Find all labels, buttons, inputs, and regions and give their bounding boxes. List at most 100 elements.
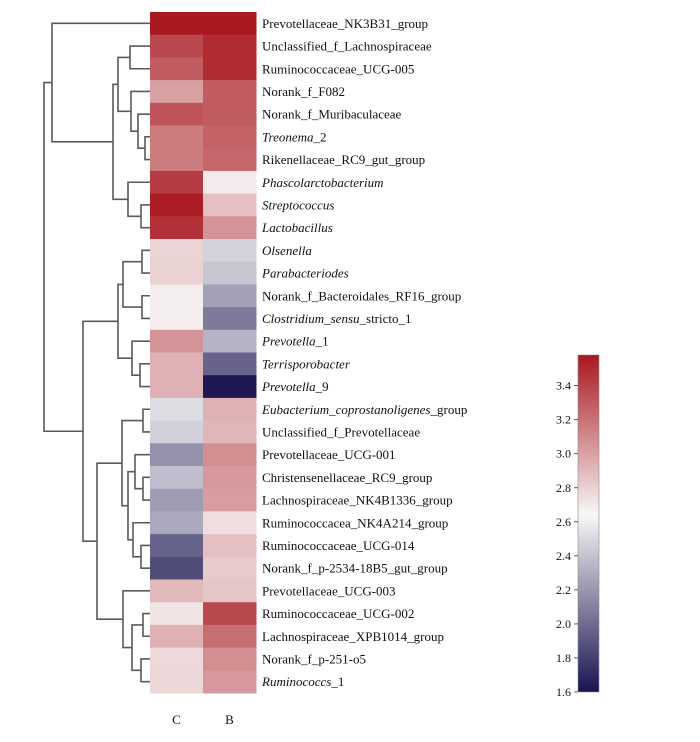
color-scale-tick-label: 2.8	[556, 481, 571, 495]
dendrogram-branch	[142, 408, 150, 433]
color-scale-gradient	[577, 354, 600, 693]
row-label: Phascolarctobacterium	[261, 175, 384, 190]
heatmap-cell-C-13	[150, 284, 204, 308]
row-labels: Prevotellaceae_NK3B31_group Unclassified_…	[261, 16, 467, 689]
heatmap-cell-C-2	[150, 34, 204, 58]
row-label: Norank_f_Bacteroidales_RF16_group	[262, 288, 461, 303]
dendrogram-branch	[127, 470, 135, 541]
row-label: Parabacteriodes	[261, 266, 349, 281]
dendrogram-branch	[130, 90, 150, 132]
dendrogram-branch	[140, 544, 150, 569]
row-label: Prevotella_1	[261, 334, 329, 349]
dendrogram-branch	[96, 462, 123, 621]
row-label: Streptococcus	[262, 197, 334, 212]
heatmap-cell-C-6	[150, 125, 204, 149]
dendrogram-branch	[122, 260, 142, 308]
row-label: Norank_f_F082	[262, 84, 345, 99]
color-scale-tick-label: 3.4	[556, 379, 571, 393]
heatmap-cell-C-3	[150, 57, 204, 81]
heatmap-cell-B-8	[203, 170, 257, 195]
dendrogram-branch	[129, 45, 150, 70]
dendrogram-branch	[127, 181, 150, 218]
row-label: Ruminococcaceae_UCG-002	[262, 606, 414, 621]
heatmap-cell-B-4	[203, 80, 257, 104]
heatmap-cell-C-19	[150, 420, 204, 444]
heatmap-cell-B-28	[203, 624, 257, 649]
heatmap-cell-B-17	[203, 375, 257, 399]
heatmap-cell-B-22	[203, 488, 257, 512]
row-label: Unclassified_f_Lachnospiraceae	[262, 39, 432, 54]
dendrogram-branch	[142, 612, 150, 638]
heatmap-cell-C-22	[150, 488, 204, 512]
heatmap-cells	[150, 12, 257, 694]
dendrogram-branch	[82, 320, 118, 542]
dendrogram-branch	[112, 83, 128, 201]
heatmap-cell-C-26	[150, 579, 204, 603]
dendrogram-branch	[117, 56, 131, 113]
heatmap-cell-B-9	[203, 193, 257, 217]
row-label: Lachnospiraceae_NK4B1336_group	[262, 493, 453, 508]
row-label: Prevotellaceae_NK3B31_group	[262, 16, 428, 31]
heatmap-cell-C-15	[150, 329, 204, 353]
row-label: Ruminococcacea_NK4A214_group	[262, 515, 448, 530]
heatmap-cell-B-26	[203, 579, 257, 603]
row-label: Ruminococcs_1	[261, 674, 344, 689]
heatmap-cell-B-25	[203, 556, 257, 580]
dendrogram-branch	[122, 590, 150, 649]
heatmap-cell-C-11	[150, 239, 204, 263]
row-label: Norank_f_p-251-o5	[262, 651, 366, 666]
color-scale-tick-label: 2.4	[556, 549, 571, 563]
heatmap-cell-C-20	[150, 443, 204, 467]
heatmap-cell-C-14	[150, 307, 204, 331]
heatmap-cell-B-15	[203, 329, 257, 353]
row-label: Prevotella_9	[261, 379, 329, 394]
heatmap-cell-B-18	[203, 397, 257, 422]
heatmap-cell-B-1	[203, 12, 257, 36]
heatmap-cell-B-11	[203, 239, 257, 263]
heatmap-cell-C-27	[150, 602, 204, 626]
row-label: Terrisporobacter	[262, 356, 351, 371]
heatmap-cell-B-5	[203, 102, 257, 126]
color-scale-tick-label: 3.0	[556, 447, 571, 461]
dendrogram-branch	[51, 22, 150, 143]
color-scale-tick-label: 1.8	[556, 651, 571, 665]
heatmap-cell-C-23	[150, 511, 204, 535]
color-scale-tick-label: 2.2	[556, 583, 571, 597]
heatmap-cell-B-20	[203, 443, 257, 467]
heatmap-cell-B-6	[203, 125, 257, 149]
heatmap-cell-B-2	[203, 34, 257, 58]
heatmap-cell-B-19	[203, 420, 257, 444]
color-scale-tick-label: 1.6	[556, 685, 571, 699]
heatmap-cell-C-30	[150, 670, 204, 694]
heatmap-cell-C-16	[150, 352, 204, 376]
heatmap-cell-C-4	[150, 80, 204, 104]
row-label: Christensenellaceae_RC9_group	[262, 470, 432, 485]
row-label: Eubacterium_coprostanoligenes_group	[261, 402, 467, 417]
dendrogram-branch	[139, 363, 150, 388]
heatmap-cell-C-21	[150, 466, 204, 490]
dendrogram-branch	[142, 476, 150, 501]
color-scale-tick-label: 2.6	[556, 515, 571, 529]
row-label: Ruminococcaceae_UCG-014	[262, 538, 415, 553]
row-label: Norank_f_Muribaculaceae	[262, 107, 402, 122]
row-label: Olsenella	[262, 243, 312, 258]
row-label: Ruminococcaceae_UCG-005	[262, 61, 414, 76]
heatmap-cell-B-13	[203, 284, 257, 308]
dendrogram-branch	[141, 249, 150, 274]
heatmap-cell-C-25	[150, 556, 204, 580]
heatmap-cell-C-29	[150, 647, 204, 671]
heatmap-cell-B-12	[203, 261, 257, 285]
heatmap-cell-C-17	[150, 375, 204, 399]
row-label: Lactobacillus	[261, 220, 333, 235]
heatmap-cell-B-24	[203, 534, 257, 558]
column-label-C: C	[172, 712, 181, 727]
heatmap-cell-B-23	[203, 511, 257, 535]
dendrogram-branch	[43, 81, 83, 433]
row-label: Rikenellaceae_RC9_gut_group	[262, 152, 425, 167]
heatmap-cell-B-30	[203, 670, 257, 694]
heatmap-cell-C-7	[150, 148, 204, 172]
dendrogram-branch	[144, 136, 150, 161]
heatmap-cell-C-1	[150, 12, 204, 36]
